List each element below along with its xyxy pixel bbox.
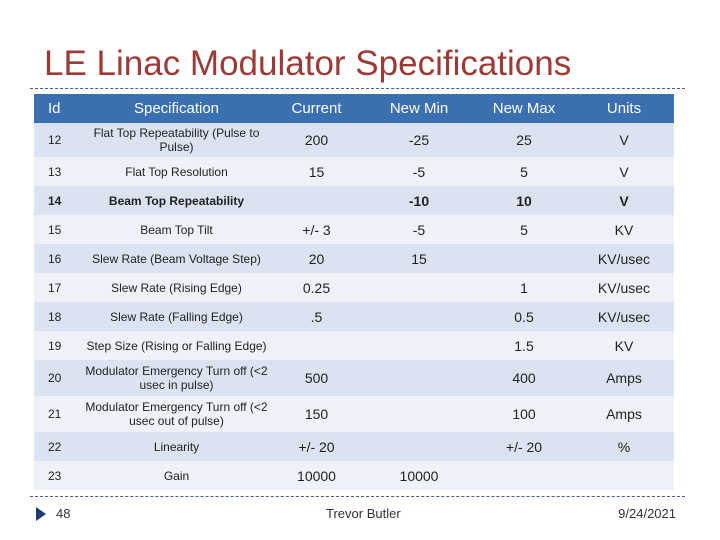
cell-current: 15: [269, 157, 364, 186]
cell-spec: Modulator Emergency Turn off (<2 usec ou…: [84, 396, 269, 432]
cell-units: [574, 461, 674, 490]
cell-id: 14: [34, 186, 84, 215]
cell-new-min: -5: [364, 157, 474, 186]
cell-units: V: [574, 123, 674, 157]
cell-current: 20: [269, 244, 364, 273]
table-row: 18 Slew Rate (Falling Edge) .5 0.5 KV/us…: [34, 302, 674, 331]
header-id: Id: [34, 94, 84, 123]
cell-new-max: [474, 244, 574, 273]
cell-spec: Beam Top Tilt: [84, 215, 269, 244]
cell-current: 150: [269, 396, 364, 432]
cell-current: +/- 20: [269, 432, 364, 461]
table-row: 15 Beam Top Tilt +/- 3 -5 5 KV: [34, 215, 674, 244]
cell-new-max: 1.5: [474, 331, 574, 360]
cell-units: V: [574, 157, 674, 186]
cell-new-min: [364, 302, 474, 331]
cell-current: [269, 331, 364, 360]
table-row: 21 Modulator Emergency Turn off (<2 usec…: [34, 396, 674, 432]
cell-id: 18: [34, 302, 84, 331]
cell-new-max: [474, 461, 574, 490]
cell-id: 22: [34, 432, 84, 461]
cell-id: 13: [34, 157, 84, 186]
cell-spec: Flat Top Resolution: [84, 157, 269, 186]
cell-id: 16: [34, 244, 84, 273]
cell-id: 15: [34, 215, 84, 244]
footer-date: 9/24/2021: [618, 506, 676, 521]
cell-units: KV: [574, 331, 674, 360]
header-current: Current: [269, 94, 364, 123]
cell-current: 10000: [269, 461, 364, 490]
cell-current: 200: [269, 123, 364, 157]
cell-spec: Flat Top Repeatability (Pulse to Pulse): [84, 123, 269, 157]
cell-id: 21: [34, 396, 84, 432]
page-number: 48: [56, 506, 71, 521]
slide-title: LE Linac Modulator Specifications: [44, 44, 572, 83]
cell-current: .5: [269, 302, 364, 331]
cell-units: KV/usec: [574, 244, 674, 273]
cell-id: 19: [34, 331, 84, 360]
table-row: 20 Modulator Emergency Turn off (<2 usec…: [34, 360, 674, 396]
cell-new-min: [364, 432, 474, 461]
header-units: Units: [574, 94, 674, 123]
cell-spec: Slew Rate (Falling Edge): [84, 302, 269, 331]
cell-new-min: -5: [364, 215, 474, 244]
cell-new-min: -25: [364, 123, 474, 157]
cell-units: KV: [574, 215, 674, 244]
cell-current: 500: [269, 360, 364, 396]
header-specification: Specification: [84, 94, 269, 123]
cell-units: Amps: [574, 360, 674, 396]
table-row: 22 Linearity +/- 20 +/- 20 %: [34, 432, 674, 461]
cell-new-max: 1: [474, 273, 574, 302]
cell-current: [269, 186, 364, 215]
table-row: 12 Flat Top Repeatability (Pulse to Puls…: [34, 123, 674, 157]
table-row: 23 Gain 10000 10000: [34, 461, 674, 490]
table-row: 16 Slew Rate (Beam Voltage Step) 20 15 K…: [34, 244, 674, 273]
cell-new-min: 10000: [364, 461, 474, 490]
cell-new-min: [364, 396, 474, 432]
table-row: 19 Step Size (Rising or Falling Edge) 1.…: [34, 331, 674, 360]
cell-spec: Gain: [84, 461, 269, 490]
cell-new-max: +/- 20: [474, 432, 574, 461]
cell-id: 23: [34, 461, 84, 490]
table-row: 13 Flat Top Resolution 15 -5 5 V: [34, 157, 674, 186]
cell-spec: Linearity: [84, 432, 269, 461]
cell-new-min: -10: [364, 186, 474, 215]
cell-id: 17: [34, 273, 84, 302]
cell-new-max: 100: [474, 396, 574, 432]
footer-author: Trevor Butler: [326, 506, 401, 521]
cell-new-max: 400: [474, 360, 574, 396]
footer-divider: [30, 496, 685, 497]
table-header-row: Id Specification Current New Min New Max…: [34, 94, 674, 123]
slide-marker-icon: [36, 507, 46, 521]
cell-units: V: [574, 186, 674, 215]
cell-new-min: 15: [364, 244, 474, 273]
cell-new-min: [364, 360, 474, 396]
cell-new-max: 5: [474, 215, 574, 244]
table-row: 17 Slew Rate (Rising Edge) 0.25 1 KV/use…: [34, 273, 674, 302]
cell-new-max: 5: [474, 157, 574, 186]
cell-id: 20: [34, 360, 84, 396]
title-divider: [30, 88, 685, 89]
cell-new-max: 10: [474, 186, 574, 215]
cell-new-max: 0.5: [474, 302, 574, 331]
cell-new-min: [364, 273, 474, 302]
cell-spec: Slew Rate (Rising Edge): [84, 273, 269, 302]
cell-units: KV/usec: [574, 273, 674, 302]
spec-table: Id Specification Current New Min New Max…: [34, 94, 674, 490]
cell-units: KV/usec: [574, 302, 674, 331]
cell-current: 0.25: [269, 273, 364, 302]
table-row: 14 Beam Top Repeatability -10 10 V: [34, 186, 674, 215]
cell-spec: Modulator Emergency Turn off (<2 usec in…: [84, 360, 269, 396]
cell-spec: Step Size (Rising or Falling Edge): [84, 331, 269, 360]
cell-new-min: [364, 331, 474, 360]
cell-spec: Beam Top Repeatability: [84, 186, 269, 215]
cell-current: +/- 3: [269, 215, 364, 244]
cell-new-max: 25: [474, 123, 574, 157]
cell-units: Amps: [574, 396, 674, 432]
header-new-min: New Min: [364, 94, 474, 123]
header-new-max: New Max: [474, 94, 574, 123]
cell-units: %: [574, 432, 674, 461]
cell-spec: Slew Rate (Beam Voltage Step): [84, 244, 269, 273]
cell-id: 12: [34, 123, 84, 157]
